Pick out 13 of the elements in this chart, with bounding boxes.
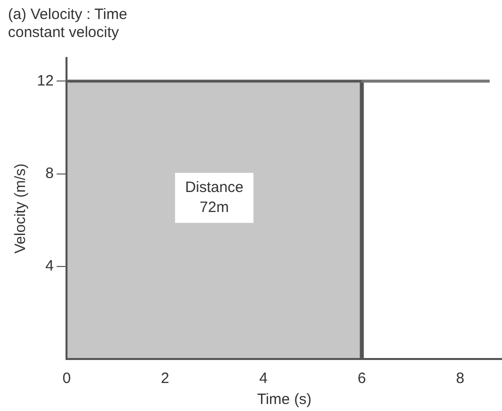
chart-title: (a) Velocity : Time — [8, 6, 128, 24]
y-tick-label: 8 — [45, 164, 54, 182]
annotation: Distance 72m — [185, 178, 244, 216]
x-tick-label: 8 — [456, 370, 464, 388]
x-tick-label: 6 — [358, 370, 366, 388]
chart-subtitle: constant velocity — [8, 24, 120, 42]
x-tick-label: 4 — [259, 370, 268, 388]
x-axis-title: Time (s) — [257, 391, 312, 408]
x-tick-label: 2 — [160, 370, 170, 388]
y-tick-label: 4 — [45, 258, 54, 275]
y-tick-label: 12 — [36, 72, 54, 90]
x-tick-label: 0 — [62, 370, 71, 388]
y-axis-title: Velocity (m/s) — [12, 163, 30, 254]
